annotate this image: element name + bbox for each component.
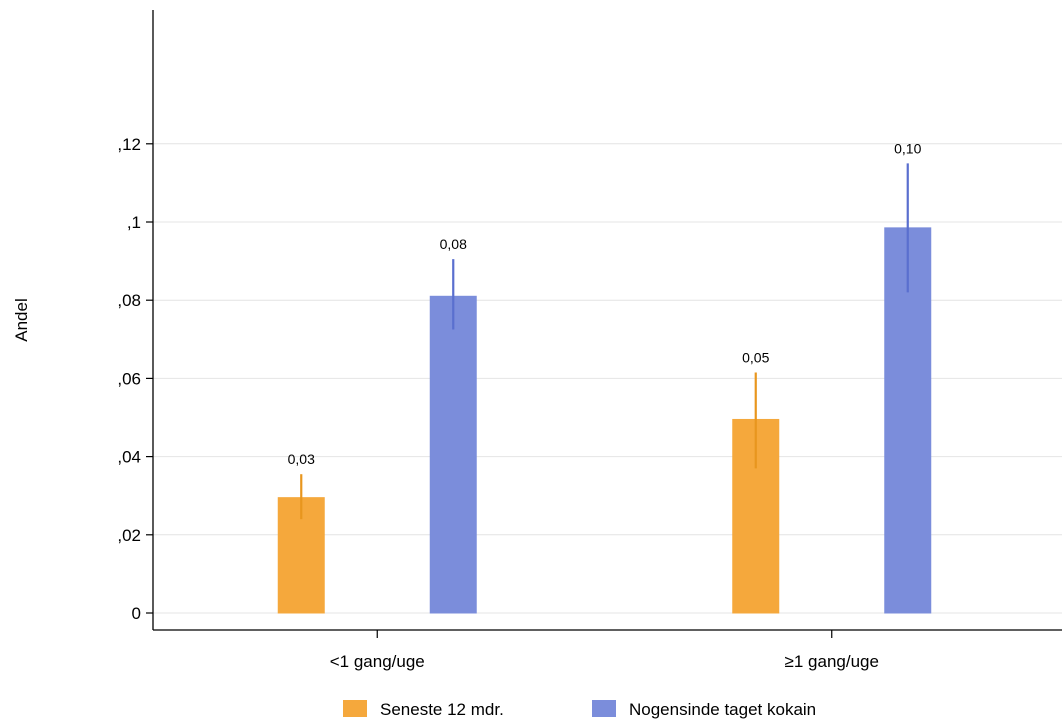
legend-swatch — [592, 700, 616, 717]
y-tick-label: ,12 — [117, 135, 141, 154]
error-bars — [300, 163, 909, 520]
bar — [429, 295, 477, 614]
data-label: 0,10 — [894, 140, 921, 156]
legend-label: Seneste 12 mdr. — [380, 700, 504, 719]
y-tick-label: ,04 — [117, 448, 141, 467]
legend: Seneste 12 mdr. Nogensinde taget kokain — [343, 700, 816, 719]
axes — [152, 10, 1062, 631]
data-label: 0,08 — [440, 236, 467, 252]
y-axis-title: Andel — [12, 298, 31, 341]
bars — [277, 227, 932, 614]
legend-label: Nogensinde taget kokain — [629, 700, 816, 719]
data-labels: 0,03 0,08 0,05 0,10 — [288, 140, 922, 467]
x-tick-label: <1 gang/uge — [330, 652, 425, 671]
y-tick-label: ,06 — [117, 369, 141, 388]
x-tick-label: ≥1 gang/uge — [785, 652, 879, 671]
y-tick-label: 0 — [132, 604, 141, 623]
x-ticks: <1 gang/uge ≥1 gang/uge — [330, 630, 879, 671]
data-label: 0,03 — [288, 451, 315, 467]
legend-swatch — [343, 700, 367, 717]
data-label: 0,05 — [742, 350, 769, 366]
y-tick-label: ,1 — [127, 213, 141, 232]
y-tick-label: ,08 — [117, 291, 141, 310]
y-tick-label: ,02 — [117, 526, 141, 545]
y-ticks: 0 ,02 ,04 ,06 ,08 ,1 ,12 — [117, 135, 153, 623]
